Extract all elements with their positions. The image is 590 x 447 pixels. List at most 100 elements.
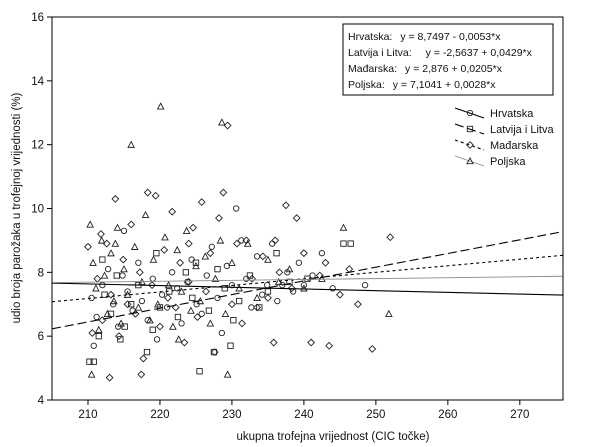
data-point xyxy=(178,320,185,327)
equation-box-frame xyxy=(342,23,554,96)
data-point xyxy=(127,220,136,229)
x-tick-label: 260 xyxy=(438,409,457,421)
data-point xyxy=(86,220,94,228)
legend-marker xyxy=(466,141,474,149)
data-point xyxy=(94,325,103,333)
data-point xyxy=(189,294,196,302)
data-point xyxy=(156,322,164,331)
data-point xyxy=(92,284,100,292)
data-point xyxy=(88,329,97,337)
data-point xyxy=(361,281,369,289)
data-point xyxy=(176,258,185,267)
data-point xyxy=(124,288,131,295)
data-point xyxy=(138,297,146,305)
data-point xyxy=(135,268,144,277)
data-point xyxy=(206,249,215,258)
legend-line xyxy=(454,123,485,135)
data-point xyxy=(86,358,93,365)
data-point xyxy=(295,259,303,266)
equation-formula: y = 2,876 + 0,0205*x xyxy=(405,63,503,75)
y-tick-label: 14 xyxy=(31,76,44,88)
data-point xyxy=(321,258,330,267)
equation-formula: y = 8,7497 - 0,0053*x xyxy=(400,31,501,43)
data-point xyxy=(115,323,122,330)
data-point xyxy=(196,368,203,375)
data-point xyxy=(230,317,237,324)
data-point xyxy=(192,261,200,270)
series-triangle xyxy=(86,102,393,378)
data-point xyxy=(219,188,228,197)
series-square xyxy=(86,240,354,375)
data-point xyxy=(300,281,308,289)
data-point xyxy=(143,188,152,197)
legend-marker xyxy=(466,125,474,133)
equation-formula: y = -2,5637 + 0,0429*x xyxy=(426,47,533,59)
data-point xyxy=(103,309,112,317)
data-point xyxy=(309,272,316,279)
data-point xyxy=(111,239,120,247)
legend-marker xyxy=(466,156,474,165)
data-point xyxy=(97,230,105,238)
data-point xyxy=(233,205,240,212)
data-point xyxy=(134,303,143,311)
data-point xyxy=(218,329,226,337)
data-point xyxy=(182,226,191,234)
data-point xyxy=(93,313,100,321)
data-point xyxy=(158,291,166,298)
data-point xyxy=(263,293,272,302)
regression-line xyxy=(52,231,563,330)
data-point xyxy=(347,240,354,247)
data-point xyxy=(98,316,107,325)
data-point xyxy=(161,233,169,241)
data-point xyxy=(180,338,189,347)
data-point xyxy=(279,281,286,289)
equation-label: Hrvatska: xyxy=(348,31,392,43)
data-point xyxy=(258,252,267,261)
data-point xyxy=(119,272,126,279)
data-point xyxy=(275,268,284,277)
data-point xyxy=(223,370,232,378)
data-point xyxy=(202,287,210,296)
data-point xyxy=(339,223,348,231)
data-point xyxy=(141,210,150,219)
legend-label: Hrvatska xyxy=(490,108,534,120)
data-point xyxy=(149,255,158,263)
data-point xyxy=(137,370,146,379)
data-point xyxy=(253,293,261,302)
data-point xyxy=(184,239,193,248)
data-point xyxy=(97,236,106,244)
series-diamond xyxy=(84,121,395,382)
legend-label: Latvija i Litva xyxy=(490,124,554,136)
regression-line xyxy=(52,254,563,303)
data-point xyxy=(87,370,96,378)
data-point xyxy=(90,342,97,349)
data-point xyxy=(335,290,344,299)
data-point xyxy=(281,201,290,210)
data-point xyxy=(143,348,151,356)
data-point xyxy=(216,236,225,244)
data-point xyxy=(130,242,139,250)
data-point xyxy=(189,223,198,232)
regression-equation-box: Hrvatska: y = 8,7497 - 0,0053*x Latvija i … xyxy=(342,23,554,96)
legend-line xyxy=(454,155,485,167)
data-point xyxy=(188,256,195,263)
data-point xyxy=(90,358,97,365)
y-tick-label: 8 xyxy=(38,267,44,279)
data-point xyxy=(107,249,115,257)
data-point xyxy=(318,274,326,282)
data-point xyxy=(256,304,263,311)
data-point xyxy=(129,307,136,314)
plot-area xyxy=(52,102,563,382)
data-point xyxy=(206,319,215,327)
data-point xyxy=(210,348,219,357)
data-point xyxy=(197,198,206,207)
legend-label: Poljska xyxy=(490,156,526,168)
data-point xyxy=(100,271,109,279)
data-point xyxy=(208,243,215,250)
data-point xyxy=(184,278,191,286)
data-point xyxy=(221,309,230,317)
data-point xyxy=(368,344,377,353)
data-point xyxy=(135,259,142,266)
data-point xyxy=(173,245,182,254)
data-point xyxy=(84,242,92,251)
